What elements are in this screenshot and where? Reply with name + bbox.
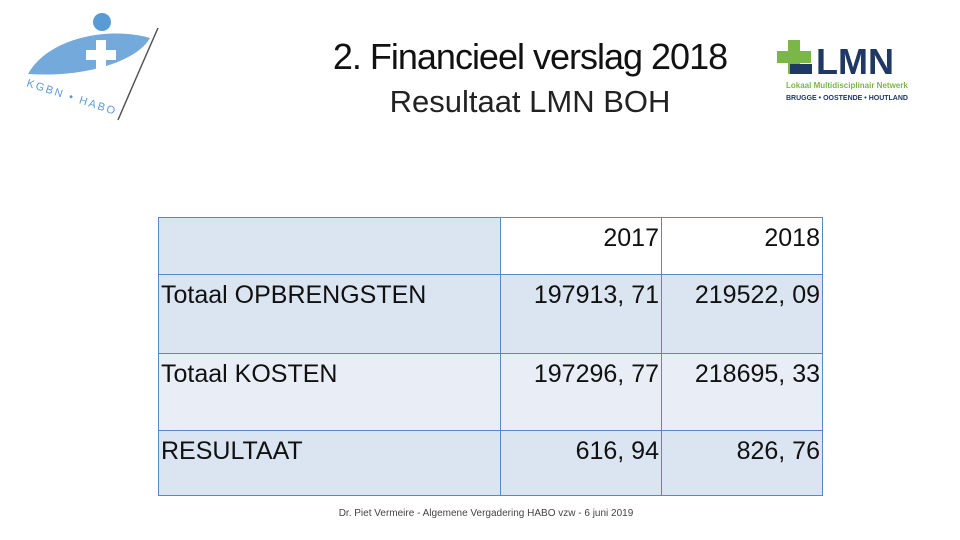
value-2018: 218695, 33 xyxy=(661,353,823,431)
table-row: Totaal OPBRENGSTEN 197913, 71 219522, 09 xyxy=(158,274,823,354)
table-row: RESULTAAT 616, 94 826, 76 xyxy=(158,430,823,496)
page-subtitle: Resultaat LMN BOH xyxy=(389,84,671,119)
row-label: RESULTAAT xyxy=(158,430,501,496)
header-2017: 2017 xyxy=(500,217,662,275)
value-2018: 219522, 09 xyxy=(661,274,823,354)
header-empty-cell xyxy=(158,217,501,275)
cross-icon xyxy=(86,40,116,70)
value-2017: 197296, 77 xyxy=(500,353,662,431)
page-title: 2. Financieel verslag 2018 xyxy=(332,36,728,77)
footer-text: Dr. Piet Vermeire - Algemene Vergadering… xyxy=(338,508,634,519)
value-2017: 197913, 71 xyxy=(500,274,662,354)
lmn-wordmark: LMN xyxy=(816,41,894,82)
row-label: Totaal KOSTEN xyxy=(158,353,501,431)
plus-icon xyxy=(777,40,812,74)
table-header-row: 2017 2018 xyxy=(158,217,823,275)
lmn-logo: LMN Lokaal Multidisciplinair Netwerk BRU… xyxy=(777,40,908,102)
row-label: Totaal OPBRENGSTEN xyxy=(158,274,501,354)
lmn-line2: BRUGGE • OOSTENDE • HOUTLAND xyxy=(786,95,908,102)
lmn-line1: Lokaal Multidisciplinair Netwerk xyxy=(786,81,908,90)
kgbn-habo-logo: KGBN • HABO xyxy=(25,13,159,121)
table-row: Totaal KOSTEN 197296, 77 218695, 33 xyxy=(158,353,823,431)
financial-table: 2017 2018 Totaal OPBRENGSTEN 197913, 71 … xyxy=(158,217,823,496)
value-2017: 616, 94 xyxy=(500,430,662,496)
header-2018: 2018 xyxy=(661,217,823,275)
value-2018: 826, 76 xyxy=(661,430,823,496)
